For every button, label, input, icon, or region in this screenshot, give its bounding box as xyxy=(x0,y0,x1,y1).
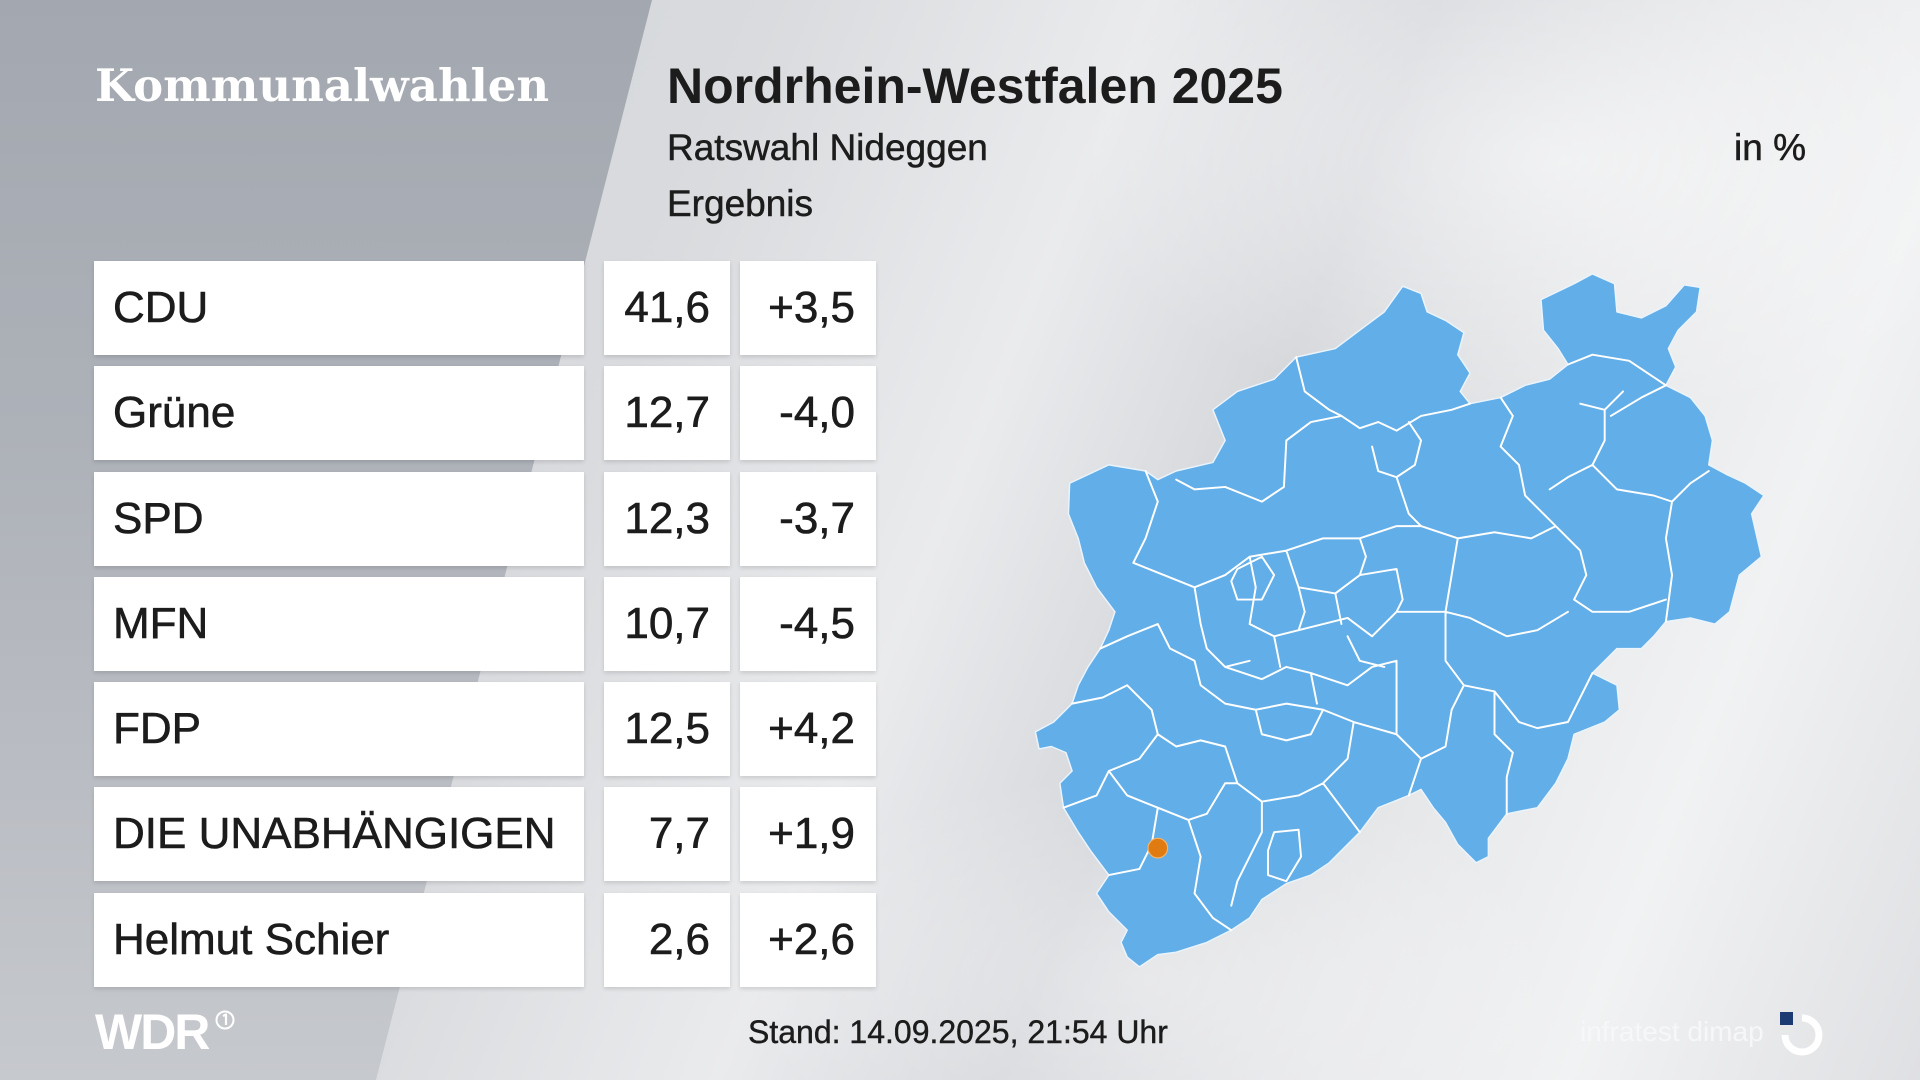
unit-label: in % xyxy=(1734,127,1806,168)
table-row: DIE UNABHÄNGIGEN 7,7 +1,9 xyxy=(94,787,876,882)
results-table: CDU 41,6 +3,5 Grüne 12,7 -4,0 SPD 12,3 -… xyxy=(94,261,876,987)
vote-share: 10,7 xyxy=(604,576,730,671)
district-borders xyxy=(1062,353,1710,932)
vote-change: +1,9 xyxy=(740,787,876,882)
vote-share: 2,6 xyxy=(604,892,730,987)
subtitle: Ratswahl Nideggen xyxy=(667,127,988,168)
table-row: Helmut Schier 2,6 +2,6 xyxy=(94,892,876,987)
table-row: MFN 10,7 -4,5 xyxy=(94,576,876,671)
party-name: Helmut Schier xyxy=(94,892,584,987)
vote-share: 12,7 xyxy=(604,366,730,461)
pollster-label: infratest dimap xyxy=(1580,1016,1764,1047)
table-row: FDP 12,5 +4,2 xyxy=(94,682,876,777)
vote-share: 12,3 xyxy=(604,471,730,566)
infratest-dimap-logo-icon xyxy=(1780,1012,1823,1056)
vote-change: -4,5 xyxy=(740,576,876,671)
nrw-map-area xyxy=(1034,273,1765,968)
vote-change: -3,7 xyxy=(740,471,876,566)
vote-share: 12,5 xyxy=(604,682,730,777)
party-name: Grüne xyxy=(94,366,584,461)
vote-change: +3,5 xyxy=(740,261,876,355)
section-title: Kommunalwahlen xyxy=(95,59,550,112)
vote-share: 41,6 xyxy=(604,261,730,355)
table-row: Grüne 12,7 -4,0 xyxy=(94,366,876,461)
vote-change: +2,6 xyxy=(740,892,876,987)
vote-change: +4,2 xyxy=(740,682,876,777)
page-title: Nordrhein-Westfalen 2025 xyxy=(667,58,1283,114)
table-row: CDU 41,6 +3,5 xyxy=(94,261,876,355)
vote-change: -4,0 xyxy=(740,366,876,461)
party-name: DIE UNABHÄNGIGEN xyxy=(94,787,584,882)
nrw-map xyxy=(1034,273,1765,968)
result-caption: Ergebnis xyxy=(667,183,814,224)
timestamp: Stand: 14.09.2025, 21:54 Uhr xyxy=(748,1014,1168,1050)
nideggen-marker xyxy=(1147,837,1169,859)
table-row: SPD 12,3 -3,7 xyxy=(94,471,876,566)
party-name: CDU xyxy=(94,261,584,355)
ard-icon xyxy=(215,1010,235,1030)
vote-share: 7,7 xyxy=(604,787,730,882)
party-name: MFN xyxy=(94,576,584,671)
wdr-logo: WDR xyxy=(95,1004,210,1060)
party-name: SPD xyxy=(94,471,584,566)
party-name: FDP xyxy=(94,682,584,777)
